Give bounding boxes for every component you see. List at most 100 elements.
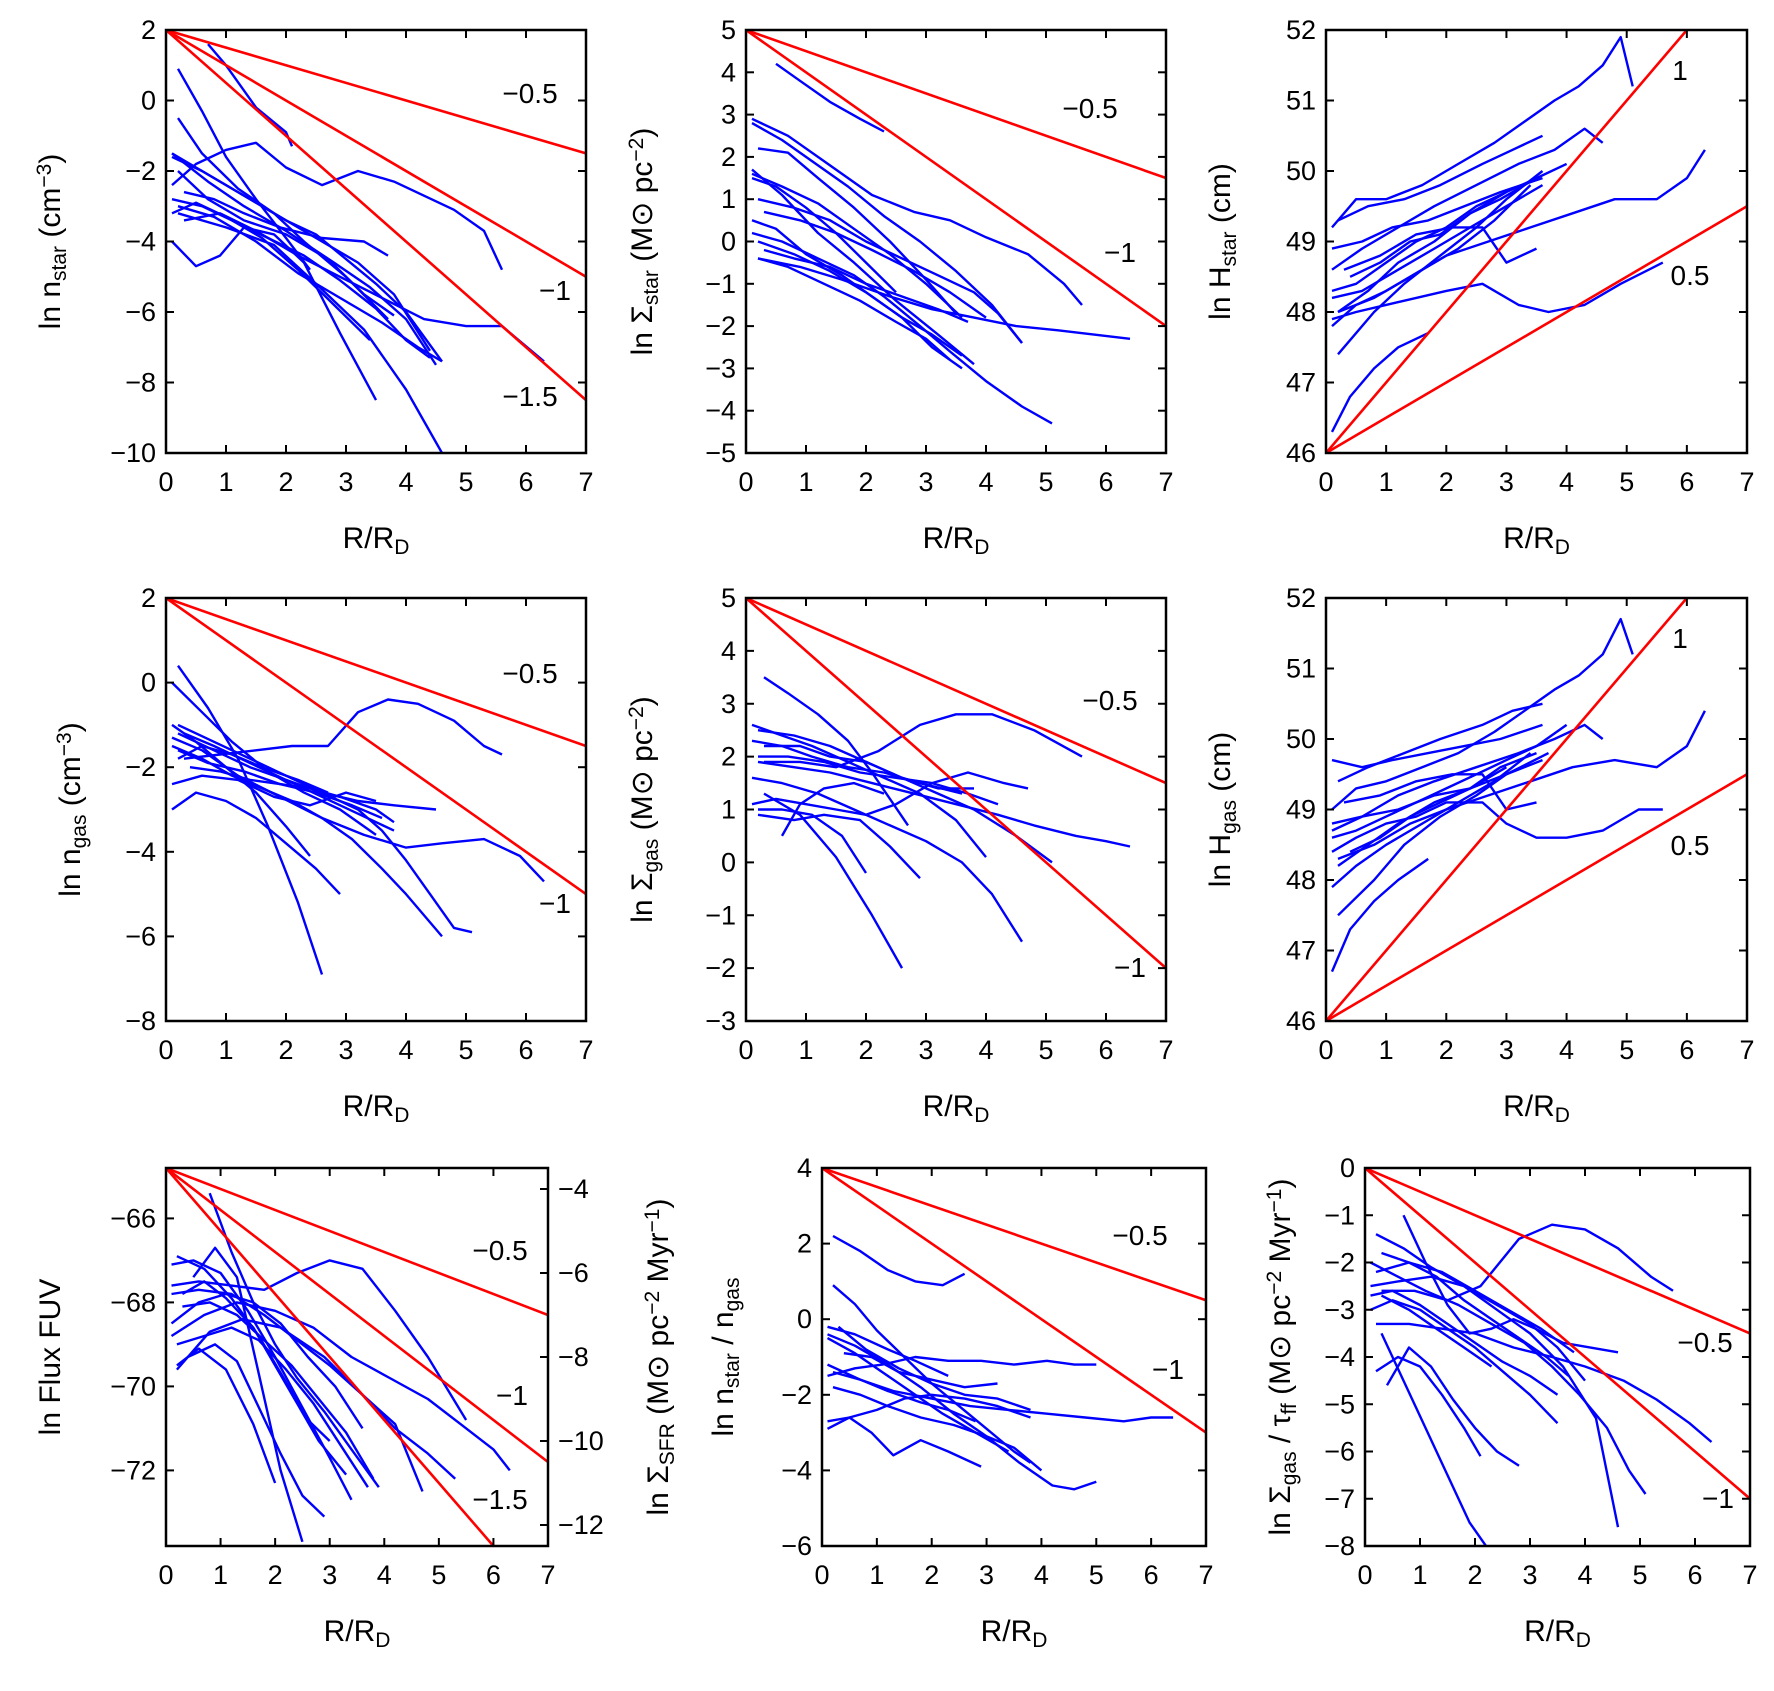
- galaxy-profile-9: [1337, 170, 1544, 356]
- x-tick-label: 2: [278, 1035, 293, 1065]
- x-tick-label: 5: [1619, 467, 1634, 497]
- galaxy-profile-7: [837, 1325, 1031, 1412]
- galaxy-profile-12: [751, 739, 963, 795]
- galaxy-profile-6: [1331, 723, 1568, 839]
- y-tick-label: −66: [110, 1203, 156, 1233]
- galaxy-profile-14: [1349, 191, 1508, 278]
- galaxy-profile-8: [775, 62, 885, 133]
- x-tick-label: 5: [431, 1560, 446, 1590]
- reference-line: [166, 30, 586, 278]
- slope-label: −1: [1702, 1483, 1734, 1514]
- y-tick-label: −5: [705, 438, 736, 468]
- reference-line: [746, 598, 1166, 785]
- series-group: [751, 676, 1131, 969]
- reference-line: [822, 1168, 1206, 1302]
- y-axis-label: ln Σgas (M⊙ pc−2): [625, 696, 664, 923]
- y-tick-label: −70: [110, 1371, 156, 1401]
- galaxy-profile-3: [757, 257, 1131, 340]
- galaxy-profile-12: [183, 190, 389, 257]
- x-tick-label: 7: [1158, 1035, 1173, 1065]
- x-axis-label: R/RD: [1503, 1090, 1570, 1127]
- x-tick-label: 5: [1632, 1560, 1647, 1590]
- galaxy-profile-11: [763, 210, 987, 319]
- x-tick-label: 3: [1499, 1035, 1514, 1065]
- y-axis-label: ln nstar / ngas: [707, 1278, 744, 1437]
- y-tick-label: 2: [721, 742, 736, 772]
- galaxy-profile-11: [176, 68, 311, 271]
- galaxy-profile-8: [171, 226, 378, 401]
- galaxy-profile-10: [826, 1416, 982, 1468]
- y-tick-label: 51: [1286, 654, 1316, 684]
- x-tick-label: 4: [377, 1560, 392, 1590]
- y-tick-label: −2: [705, 311, 736, 341]
- x-tick-label: 5: [458, 467, 473, 497]
- y-tick-label: −2: [781, 1380, 812, 1410]
- y-tick-label: 50: [1286, 724, 1316, 754]
- x-tick-label: 0: [814, 1560, 829, 1590]
- y-tick-label: −4: [125, 227, 156, 257]
- slope-label: 0.5: [1671, 830, 1710, 861]
- y-tick-label: −5: [1324, 1389, 1355, 1419]
- y-axis-label: ln Σstar (M⊙ pc−2): [625, 128, 664, 356]
- y-tick-label: 0: [721, 847, 736, 877]
- x-axis-label: R/RD: [343, 522, 410, 559]
- x-tick-label: 0: [158, 1560, 173, 1590]
- x-tick-label: 3: [1499, 467, 1514, 497]
- galaxy-profile-6: [171, 1288, 424, 1492]
- x-tick-label: 1: [869, 1560, 884, 1590]
- y-tick-label: −3: [1324, 1295, 1355, 1325]
- x-tick-label: 6: [1687, 1560, 1702, 1590]
- x-tick-label: 6: [1144, 1560, 1159, 1590]
- galaxy-profile-9: [1381, 1251, 1570, 1377]
- slope-label: −0.5: [1082, 685, 1137, 716]
- reference-line: [166, 598, 586, 748]
- x-tick-label: 3: [338, 467, 353, 497]
- galaxy-profile-9: [171, 155, 432, 352]
- galaxy-profile-11: [171, 723, 311, 857]
- y-tick-label: −8: [125, 368, 156, 398]
- galaxy-profile-3: [175, 1317, 457, 1480]
- x-tick-label: 2: [268, 1560, 283, 1590]
- y-tick-label: 0: [141, 86, 156, 116]
- y-tick-label: 3: [721, 689, 736, 719]
- slope-label: −1: [1114, 952, 1146, 983]
- x-tick-label: 1: [213, 1560, 228, 1590]
- x-tick-label: 6: [1098, 467, 1113, 497]
- y-tick-label: 4: [797, 1153, 812, 1183]
- y-tick-label: −10: [110, 438, 156, 468]
- slope-label: 1: [1672, 55, 1688, 86]
- x-tick-label: 5: [1038, 1035, 1053, 1065]
- galaxy-profile-7: [1337, 177, 1538, 313]
- galaxy-profile-10: [757, 240, 963, 370]
- y-tick-label: −6: [125, 297, 156, 327]
- galaxy-profile-3: [177, 665, 324, 975]
- y-tick-label: 2: [797, 1229, 812, 1259]
- x-tick-label: 6: [486, 1560, 501, 1590]
- reference-line: [1326, 30, 1688, 453]
- galaxy-profile-5: [757, 198, 1023, 344]
- y-tick-label: 0: [797, 1304, 812, 1334]
- slope-label: −1: [539, 888, 571, 919]
- y-tick-label: 47: [1286, 368, 1316, 398]
- x-tick-label: 5: [1619, 1035, 1634, 1065]
- galaxy-profile-4: [751, 168, 975, 366]
- y-tick-label: 47: [1286, 936, 1316, 966]
- x-tick-label: 6: [518, 1035, 533, 1065]
- y-tick-label: −1: [1324, 1200, 1355, 1230]
- reference-line: [1326, 773, 1747, 1021]
- x-tick-label: 7: [578, 467, 593, 497]
- axes-frame: [164, 596, 588, 1023]
- galaxy-profile-2: [751, 117, 1083, 306]
- y2-tick-label: −4: [558, 1174, 589, 1204]
- x-tick-label: 7: [540, 1560, 555, 1590]
- y-tick-label: 50: [1286, 156, 1316, 186]
- panel-H_star: 1 0.5 0 1 2 3 4 5 6 7 46 47 48 49 50 51 52 R/RD ln Hstar (…: [1204, 15, 1755, 559]
- x-axis-label: R/RD: [1524, 1615, 1591, 1652]
- y-axis-label: ln ngas (cm−3): [53, 722, 92, 897]
- x-tick-label: 4: [978, 1035, 993, 1065]
- y-tick-label: 51: [1286, 86, 1316, 116]
- series-group: [1369, 1214, 1713, 1546]
- series-group: [170, 1192, 511, 1543]
- x-tick-label: 7: [1198, 1560, 1213, 1590]
